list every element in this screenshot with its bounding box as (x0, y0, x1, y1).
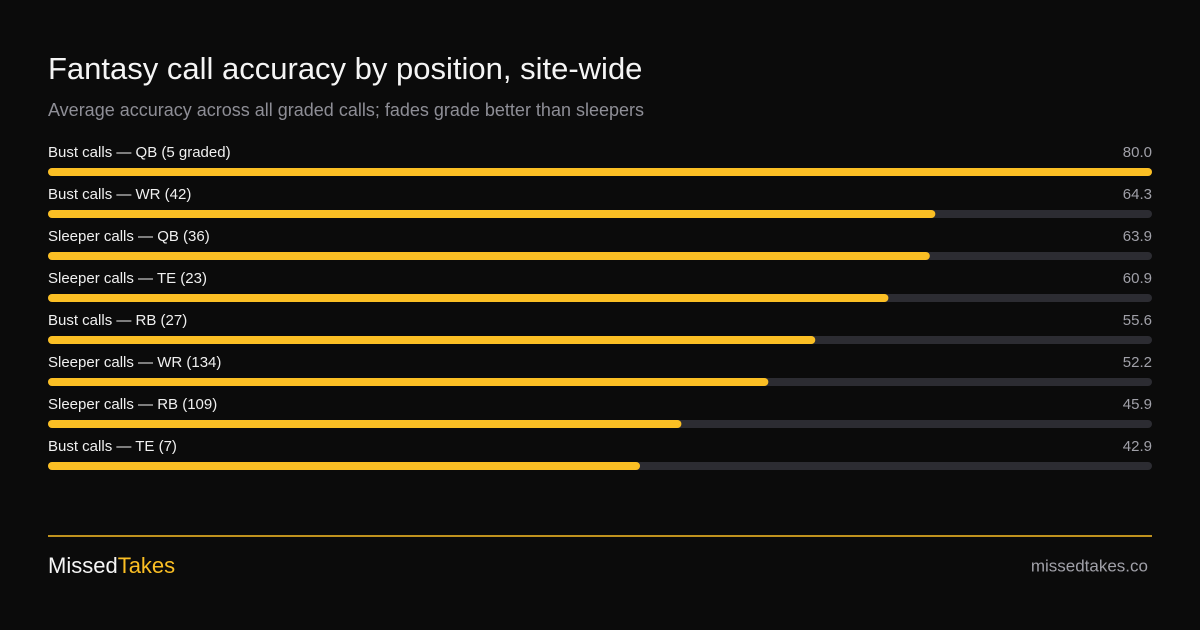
category-label: Sleeper calls — RB (109) (48, 396, 217, 413)
brand-left: Missed (48, 553, 118, 578)
value-label: 42.9 (1123, 438, 1152, 455)
category-label: Sleeper calls — QB (36) (48, 228, 210, 245)
footer-url: missedtakes.co (1031, 556, 1148, 575)
value-label: 55.6 (1123, 312, 1152, 329)
bar (48, 336, 816, 344)
value-label: 60.9 (1123, 270, 1152, 287)
value-label: 64.3 (1123, 186, 1152, 203)
category-label: Bust calls — TE (7) (48, 438, 177, 455)
value-label: 63.9 (1123, 228, 1152, 245)
brand-right: Takes (118, 553, 175, 578)
category-label: Sleeper calls — TE (23) (48, 270, 207, 287)
bar (48, 294, 889, 302)
bar (48, 420, 682, 428)
bar (48, 252, 930, 260)
bar (48, 378, 769, 386)
bar (48, 168, 1152, 176)
brand: MissedTakes (48, 553, 175, 578)
chart-subtitle: Average accuracy across all graded calls… (48, 100, 644, 120)
value-label: 45.9 (1123, 396, 1152, 413)
category-label: Sleeper calls — WR (134) (48, 354, 221, 371)
category-label: Bust calls — WR (42) (48, 186, 191, 203)
chart-title: Fantasy call accuracy by position, site-… (48, 51, 642, 86)
category-label: Bust calls — RB (27) (48, 312, 187, 329)
bar (48, 462, 641, 470)
value-label: 80.0 (1123, 144, 1152, 161)
value-label: 52.2 (1123, 354, 1152, 371)
category-label: Bust calls — QB (5 graded) (48, 144, 231, 161)
rows: Bust calls — QB (5 graded) 80.0 Bust calls… (48, 144, 1152, 470)
bar (48, 210, 936, 218)
